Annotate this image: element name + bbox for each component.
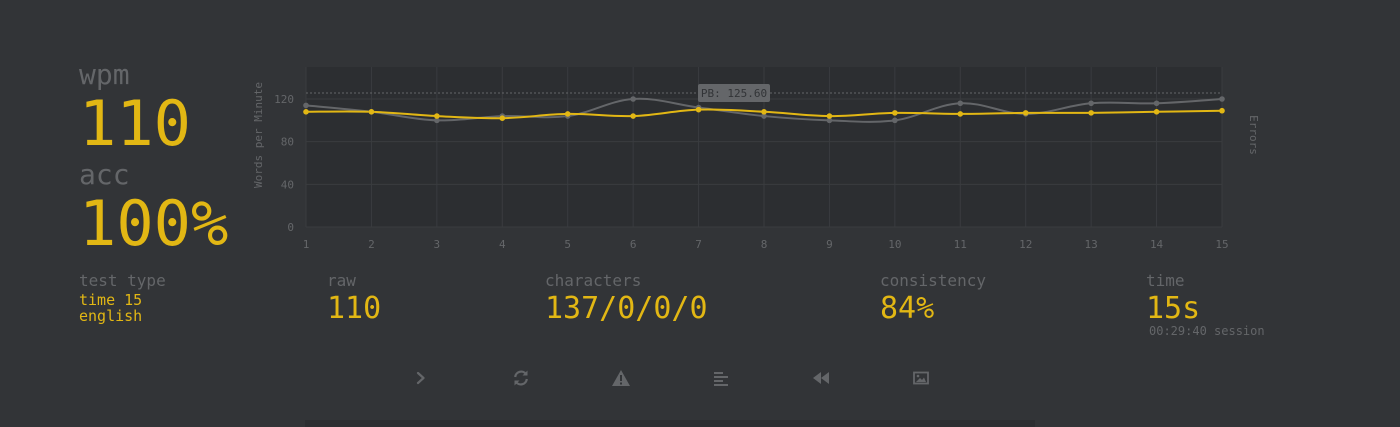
- refresh-icon: [514, 370, 528, 386]
- characters-value: 137/0/0/0: [545, 291, 708, 326]
- y2-axis-label: Errors: [1247, 115, 1260, 155]
- wpm-data-point: [368, 109, 375, 115]
- raw-data-point: [826, 117, 833, 124]
- x-tick-label: 14: [1150, 238, 1164, 251]
- pb-badge: [698, 84, 770, 103]
- wpm-data-point: [826, 113, 833, 119]
- x-tick-label: 12: [1019, 238, 1032, 251]
- characters-label: characters: [545, 271, 642, 290]
- raw-data-point: [1153, 100, 1160, 107]
- raw-data-point: [957, 100, 964, 107]
- test-type-mode: time 15: [79, 291, 143, 309]
- wpm-data-point: [499, 115, 506, 121]
- wpm-data-point: [761, 109, 767, 115]
- raw-label: raw: [327, 271, 356, 290]
- y-tick-label: 0: [287, 221, 294, 234]
- x-tick-label: 10: [888, 238, 901, 251]
- acc-label: acc: [79, 158, 130, 191]
- x-tick-label: 15: [1215, 238, 1228, 251]
- practice-words-button[interactable]: [609, 366, 633, 390]
- wpm-data-point: [695, 106, 702, 113]
- x-tick-label: 13: [1085, 238, 1098, 251]
- bottom-panel-edge: [305, 420, 1035, 427]
- y-tick-label: 120: [274, 93, 294, 106]
- repeat-test-button[interactable]: [509, 366, 533, 390]
- wpm-data-point: [957, 111, 964, 117]
- image-icon: [913, 371, 929, 385]
- x-tick-label: 11: [954, 238, 967, 251]
- chevron-right-icon: [416, 371, 425, 385]
- x-tick-label: 5: [564, 238, 571, 251]
- raw-data-point: [761, 113, 767, 119]
- wpm-data-point: [630, 113, 636, 119]
- save-screenshot-button[interactable]: [909, 366, 933, 390]
- raw-data-point: [630, 96, 636, 102]
- x-tick-label: 6: [630, 238, 637, 251]
- x-tick-label: 1: [303, 238, 310, 251]
- raw-value: 110: [327, 291, 382, 326]
- x-tick-label: 3: [434, 238, 441, 251]
- y-tick-label: 40: [281, 178, 294, 191]
- x-tick-label: 2: [368, 238, 375, 251]
- time-value: 15s: [1146, 291, 1201, 326]
- wpm-data-point: [434, 113, 440, 119]
- test-type-label: test type: [79, 271, 166, 290]
- wpm-value: 110: [79, 87, 191, 160]
- next-test-button[interactable]: [409, 366, 433, 390]
- test-type-language: english: [79, 307, 143, 325]
- acc-value: 100%: [79, 187, 229, 260]
- y-tick-label: 80: [281, 136, 294, 149]
- time-label: time: [1146, 271, 1185, 290]
- wpm-data-point: [892, 110, 898, 116]
- toggle-word-history-button[interactable]: [709, 366, 733, 390]
- wpm-data-point: [1088, 110, 1094, 116]
- consistency-label: consistency: [880, 271, 986, 290]
- wpm-data-point: [303, 109, 309, 115]
- raw-data-point: [892, 117, 898, 124]
- consistency-value: 84%: [880, 291, 935, 326]
- raw-data-point: [303, 102, 309, 109]
- pb-label: PB: 125.60: [701, 87, 767, 100]
- watch-replay-button[interactable]: [809, 366, 833, 390]
- x-tick-label: 9: [826, 238, 833, 251]
- raw-data-point: [1219, 96, 1225, 102]
- raw-data-point: [434, 117, 440, 124]
- wpm-label: wpm: [79, 58, 130, 91]
- x-tick-label: 7: [695, 238, 702, 251]
- warning-icon: [612, 370, 630, 386]
- raw-data-point: [1088, 100, 1094, 107]
- session-time: 00:29:40 session: [1149, 324, 1265, 338]
- y-axis-label: Words per Minute: [252, 82, 265, 188]
- wpm-data-point: [1219, 107, 1225, 114]
- wpm-data-point: [1153, 109, 1160, 115]
- x-tick-label: 8: [761, 238, 768, 251]
- backward-icon: [813, 372, 829, 384]
- x-tick-label: 4: [499, 238, 506, 251]
- align-left-icon: [714, 372, 728, 386]
- wpm-data-point: [564, 111, 571, 117]
- wpm-data-point: [1022, 110, 1029, 116]
